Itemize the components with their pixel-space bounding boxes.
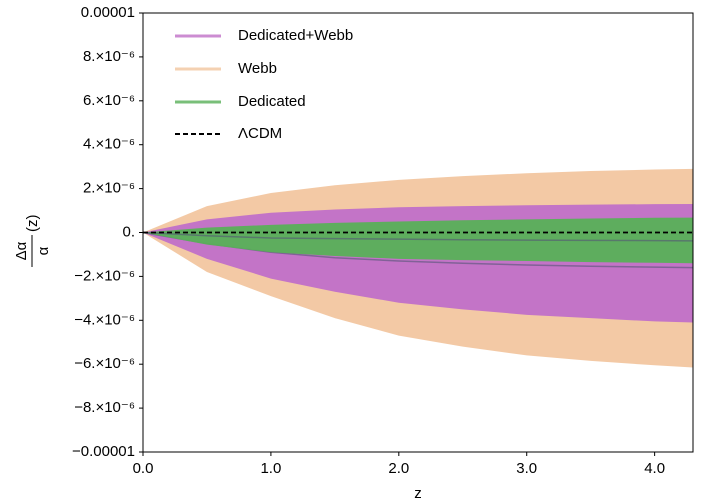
y-axis-label: Δα α (z) [13, 215, 52, 267]
y-tick-label: 8.×10⁻⁶ [83, 48, 135, 65]
y-label-suffix: (z) [24, 215, 41, 233]
y-tick-label: −0.00001 [72, 443, 135, 460]
x-tick-label: 2.0 [388, 460, 409, 477]
y-label-denominator: α [35, 246, 52, 255]
x-tick-label: 4.0 [644, 460, 665, 477]
x-tick-label: 1.0 [260, 460, 281, 477]
y-tick-label: −2.×10⁻⁶ [74, 267, 135, 284]
y-tick-label: 0.00001 [81, 4, 135, 21]
y-tick-label: −6.×10⁻⁶ [74, 355, 135, 372]
x-tick-label: 0.0 [133, 460, 154, 477]
y-label-numerator: Δα [13, 241, 30, 260]
y-tick-label: 2.×10⁻⁶ [83, 180, 135, 197]
x-tick-label: 3.0 [516, 460, 537, 477]
y-tick-label: 4.×10⁻⁶ [83, 136, 135, 153]
legend-label: ΛCDM [238, 125, 282, 142]
band [143, 217, 693, 264]
x-axis-label: z [414, 485, 422, 502]
y-tick-label: −4.×10⁻⁶ [74, 311, 135, 328]
legend-label: Dedicated [238, 93, 306, 110]
y-tick-label: 6.×10⁻⁶ [83, 92, 135, 109]
legend-label: Dedicated+Webb [238, 27, 353, 44]
center-line [142, 231, 694, 242]
y-tick-label: −8.×10⁻⁶ [74, 399, 135, 416]
legend-label: Webb [238, 60, 277, 77]
y-tick-label: 0. [122, 223, 135, 240]
